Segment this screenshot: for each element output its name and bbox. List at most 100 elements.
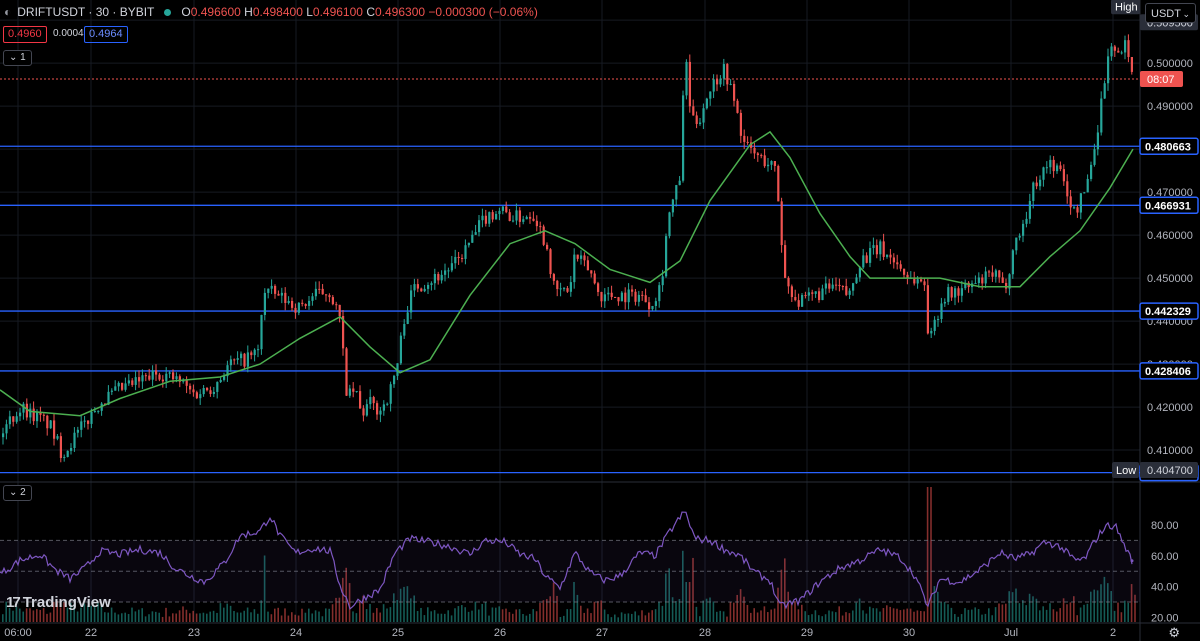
- candle-body: [699, 122, 702, 124]
- volume-bar: [637, 615, 640, 622]
- candle-body: [913, 277, 916, 284]
- rsi-line: [0, 511, 1133, 610]
- volume-bar: [865, 613, 868, 622]
- candle-body: [600, 291, 603, 302]
- candle-body: [49, 420, 52, 429]
- price-tick-label: 0.460000: [1147, 230, 1193, 242]
- volume-bar: [229, 605, 232, 622]
- candle-body: [1090, 164, 1093, 179]
- volume-bar: [311, 613, 313, 622]
- volume-bar: [542, 600, 545, 622]
- volume-bar: [648, 612, 650, 622]
- volume-bar: [46, 613, 48, 622]
- candle-body: [634, 291, 637, 302]
- volume-bar: [984, 613, 987, 622]
- buy-price-button[interactable]: 0.4964: [84, 26, 128, 43]
- candle-body: [1113, 46, 1116, 51]
- candle-body: [835, 284, 838, 286]
- candle-body: [767, 164, 770, 167]
- candle-body: [8, 416, 11, 425]
- candle-body: [148, 375, 151, 380]
- candle-body: [42, 414, 45, 416]
- candle-body: [369, 397, 372, 405]
- candle-body: [202, 388, 205, 395]
- candle-body: [678, 180, 681, 186]
- volume-bar: [709, 597, 711, 622]
- chevron-down-icon: ⌄: [9, 52, 18, 63]
- volume-bar: [739, 589, 742, 622]
- time-tick-label: 23: [188, 627, 200, 639]
- candle-body: [620, 292, 623, 302]
- sell-price-button[interactable]: 0.4960: [3, 26, 47, 43]
- volume-bar: [988, 608, 990, 622]
- volume-bar: [104, 612, 106, 622]
- candle-body: [100, 403, 103, 411]
- time-tick-label: 26: [494, 627, 506, 639]
- volume-bar: [654, 609, 657, 622]
- volume-bar: [56, 601, 58, 622]
- candle-body: [53, 420, 56, 439]
- volume-bar: [117, 614, 120, 622]
- volume-bar: [1042, 606, 1044, 622]
- candle-body: [158, 374, 161, 380]
- time-axis[interactable]: 06:00 22 23 24 25 26 27 28 29 30 Jul 2: [4, 627, 1116, 639]
- candle-body: [1049, 159, 1052, 168]
- candle-body: [212, 391, 215, 394]
- volume-bar: [756, 612, 759, 622]
- volume-bar: [899, 610, 902, 622]
- candle-body: [644, 295, 647, 303]
- pane-2-collapse-button[interactable]: ⌄ 2: [3, 485, 32, 501]
- volume-bar: [1113, 610, 1116, 622]
- volume-bar: [505, 608, 507, 622]
- candle-body: [287, 300, 290, 303]
- currency-select[interactable]: USDT ⌄: [1145, 3, 1196, 23]
- candle-body: [1083, 192, 1086, 194]
- tradingview-logo[interactable]: 17 TradingView: [6, 594, 111, 611]
- candle-body: [59, 436, 62, 458]
- time-tick-label: Jul: [1004, 627, 1018, 639]
- candle-body: [804, 295, 807, 297]
- volume-bar: [484, 601, 487, 622]
- volume-bar: [702, 600, 704, 622]
- volume-bar: [413, 595, 415, 622]
- candle-body: [814, 291, 817, 294]
- volume-bar: [243, 610, 245, 622]
- pane-1-collapse-button[interactable]: ⌄ 1: [3, 50, 32, 66]
- candle-body: [977, 277, 980, 284]
- volume-bar: [807, 615, 810, 622]
- candle-body: [631, 289, 634, 292]
- candle-body: [984, 271, 987, 284]
- volume-bar: [32, 610, 35, 622]
- volume-bar: [512, 613, 514, 622]
- symbol-legend[interactable]: ◐ DRIFTUSDT · 30 · BYBIT O0.496600 H0.49…: [4, 5, 538, 19]
- volume-bar: [80, 607, 82, 622]
- candle-body: [76, 429, 79, 433]
- candle-body: [393, 375, 396, 385]
- volume-bar: [675, 601, 677, 622]
- volume-bar: [607, 614, 609, 622]
- candle-body: [916, 279, 919, 284]
- volume-bar: [1120, 612, 1123, 622]
- horizontal-levels: [0, 78, 1140, 474]
- settings-gear-icon[interactable]: ⚙: [1168, 625, 1180, 640]
- candle-body: [845, 286, 848, 295]
- candle-body: [355, 391, 358, 393]
- candle-body: [573, 254, 576, 283]
- volume-bar: [1056, 611, 1058, 622]
- volume-bar: [478, 609, 480, 622]
- candle-body: [491, 212, 494, 220]
- volume-bar: [671, 597, 674, 622]
- volume-bar: [1107, 583, 1109, 622]
- candle-body: [603, 294, 606, 302]
- candle-body: [195, 392, 198, 399]
- candle-body: [342, 316, 345, 349]
- candle-body: [382, 404, 385, 411]
- candle-body: [46, 415, 49, 429]
- volume-bar: [1022, 600, 1024, 622]
- candle-body: [168, 372, 171, 374]
- volume-bar: [134, 611, 137, 622]
- candle-body: [882, 241, 885, 257]
- candle-body: [654, 301, 657, 306]
- candle-body: [580, 255, 583, 259]
